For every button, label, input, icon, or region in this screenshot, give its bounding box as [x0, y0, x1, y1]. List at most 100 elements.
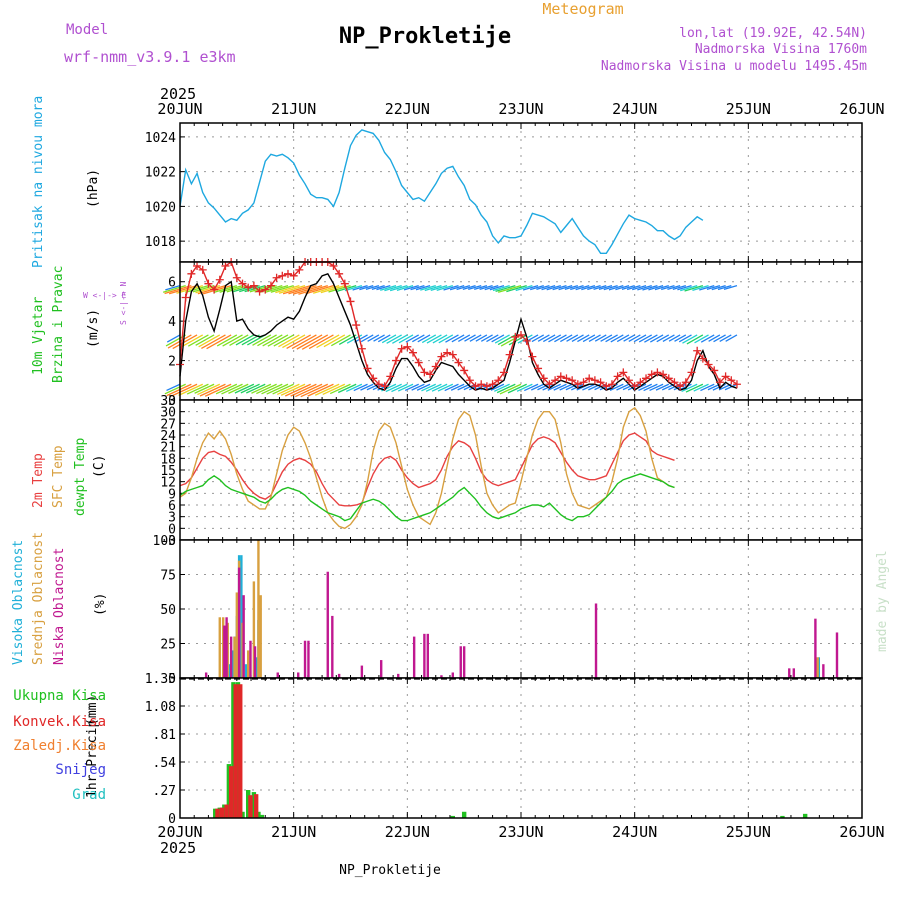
temperature-ytick-label-3: 6	[168, 499, 176, 514]
wind-barb	[424, 285, 442, 292]
gust-marker-55	[488, 380, 497, 389]
wind-barb	[449, 285, 465, 291]
cloud_mid-bar-4	[235, 592, 239, 678]
cloud_low-bar-1	[223, 625, 226, 678]
gust-marker-56	[494, 376, 503, 385]
precip-unit-label: (mm)	[85, 695, 100, 726]
wind-barb	[681, 383, 698, 393]
gust-marker-63	[534, 364, 543, 373]
wind-barb	[723, 285, 738, 291]
wind-barb	[292, 285, 323, 295]
wind-barb	[365, 285, 380, 291]
gust-marker-89	[681, 378, 690, 387]
wind-barb	[649, 334, 664, 343]
wind-barb	[444, 383, 459, 392]
pressure-axis-label: Pritisak na nivou mora	[31, 96, 46, 268]
wind-barb	[593, 285, 607, 290]
wind-barb	[711, 285, 726, 291]
pressure-line	[179, 129, 704, 255]
wind-barb	[667, 285, 681, 290]
wind-barb	[547, 383, 562, 391]
gust-marker-61	[522, 336, 531, 345]
wind-barb	[672, 285, 686, 291]
elevation-text: Nadmorska Visina 1760m	[695, 42, 867, 57]
wind-barb	[411, 383, 425, 391]
precip_conv-bar-4	[233, 684, 238, 818]
wind-barb	[222, 334, 243, 347]
precip_total-bar-8	[251, 792, 257, 818]
wind-barb	[396, 285, 414, 291]
wind-barb	[537, 334, 550, 342]
xtick-top-label-6: 26JUN	[839, 100, 884, 118]
wind-barb	[371, 285, 385, 290]
wind-barb	[282, 285, 311, 295]
clouds-ytick-label-2: 50	[160, 603, 176, 618]
gust-marker-91	[693, 346, 702, 355]
pressure-ytick-label-1: 1020	[145, 200, 176, 215]
xtick-bottom-label-0: 20JUN	[157, 823, 202, 841]
gust-marker-48	[448, 350, 457, 359]
wind-barb	[172, 334, 198, 350]
temperature-ytick-label-8: 21	[160, 441, 176, 456]
wind-barb	[298, 285, 328, 295]
wind-barb	[436, 285, 453, 291]
gust-marker-92	[698, 354, 707, 363]
gust-marker-59	[511, 332, 520, 341]
gust-marker-5	[204, 279, 213, 288]
dewpt-axis-label: dewpt Temp	[73, 438, 88, 516]
cloud_low-bar-12	[326, 571, 329, 678]
precip_total-bar-10	[259, 814, 265, 818]
wind-barb	[257, 334, 277, 347]
wind-barb	[497, 285, 522, 293]
wind-barb	[506, 285, 527, 293]
wind-barb	[284, 383, 311, 397]
gust-marker-37	[386, 372, 395, 381]
gust-marker-71	[579, 378, 588, 387]
cloud_low-bar-18	[412, 636, 416, 678]
wind-barb	[239, 285, 260, 293]
wind-barb	[197, 383, 221, 396]
wind-barb	[608, 285, 624, 291]
wind-barb	[162, 285, 186, 293]
wind-barb	[421, 334, 437, 344]
wind-barb	[403, 285, 419, 291]
cloud_low-bar-13	[331, 615, 334, 678]
wind-barb	[603, 285, 618, 291]
wind-ytick-label-2: 4	[168, 315, 176, 330]
wind-barb	[536, 285, 550, 291]
xtick-top-label-2: 22JUN	[385, 100, 430, 118]
precip_total-bar-14	[802, 813, 808, 818]
precip-ytick-label-4: 1.08	[145, 700, 176, 715]
wind-barb	[360, 383, 374, 391]
wind-barb	[677, 285, 692, 291]
wind-barb	[559, 383, 573, 391]
temperature-panel-bg	[180, 400, 862, 540]
precip_conv-bar-2	[224, 804, 229, 818]
gust-marker-81	[636, 378, 645, 387]
wind-barb	[307, 383, 334, 397]
gust-marker-16	[266, 281, 275, 290]
wind-barb	[694, 334, 709, 344]
cloud_low-bar-30	[835, 632, 839, 678]
wind-barb	[605, 334, 618, 343]
gust-marker-31	[352, 321, 361, 330]
precip_total-bar-5	[235, 682, 241, 818]
gust-marker-15	[261, 285, 270, 294]
legend-zaledj-kisa: Zaledj.Kisa	[13, 738, 106, 754]
wind-barb	[367, 334, 380, 342]
wind-barb	[338, 334, 357, 346]
precip_conv-bar-1	[219, 807, 225, 818]
gust-marker-97	[727, 376, 736, 385]
precip-panel-frame	[179, 677, 863, 819]
wind-barb	[166, 383, 181, 392]
clouds-ytick-label-4: 100	[153, 534, 176, 549]
wind-barb	[456, 285, 471, 291]
pressure-ytick-label-0: 1018	[145, 235, 176, 250]
wind-barb	[445, 334, 459, 343]
wind-barb	[623, 334, 635, 342]
wind-barb	[548, 334, 562, 343]
cloud_low-bar-11	[307, 640, 310, 678]
wind-barb	[693, 383, 709, 392]
wind-barb	[198, 334, 221, 348]
wind_speed-line	[179, 272, 738, 392]
